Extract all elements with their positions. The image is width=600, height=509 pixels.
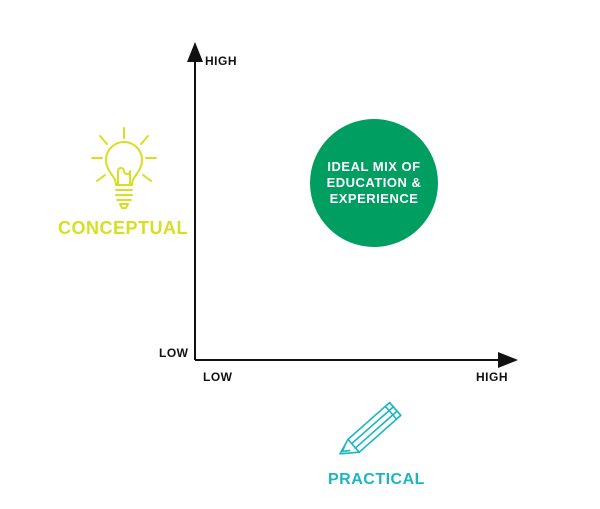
ideal-mix-label: IDEAL MIX OF EDUCATION & EXPERIENCE	[317, 159, 432, 208]
x-axis-high-label: HIGH	[476, 370, 508, 384]
x-axis-low-label: LOW	[203, 370, 233, 384]
diagram-stage: HIGH LOW LOW HIGH CONCEPTUAL ID	[0, 0, 600, 509]
x-axis-title: PRACTICAL	[328, 471, 425, 489]
ideal-line-2: EDUCATION &	[327, 175, 422, 190]
ideal-line-3: EXPERIENCE	[330, 191, 419, 206]
y-axis-low-label: LOW	[159, 346, 189, 360]
pencil-icon	[332, 390, 412, 460]
y-axis-high-label: HIGH	[205, 54, 237, 68]
ideal-mix-circle: IDEAL MIX OF EDUCATION & EXPERIENCE	[310, 119, 438, 247]
axes	[0, 0, 600, 509]
lightbulb-icon	[88, 126, 160, 214]
y-axis-title: CONCEPTUAL	[58, 218, 188, 239]
ideal-line-1: IDEAL MIX OF	[327, 159, 420, 174]
